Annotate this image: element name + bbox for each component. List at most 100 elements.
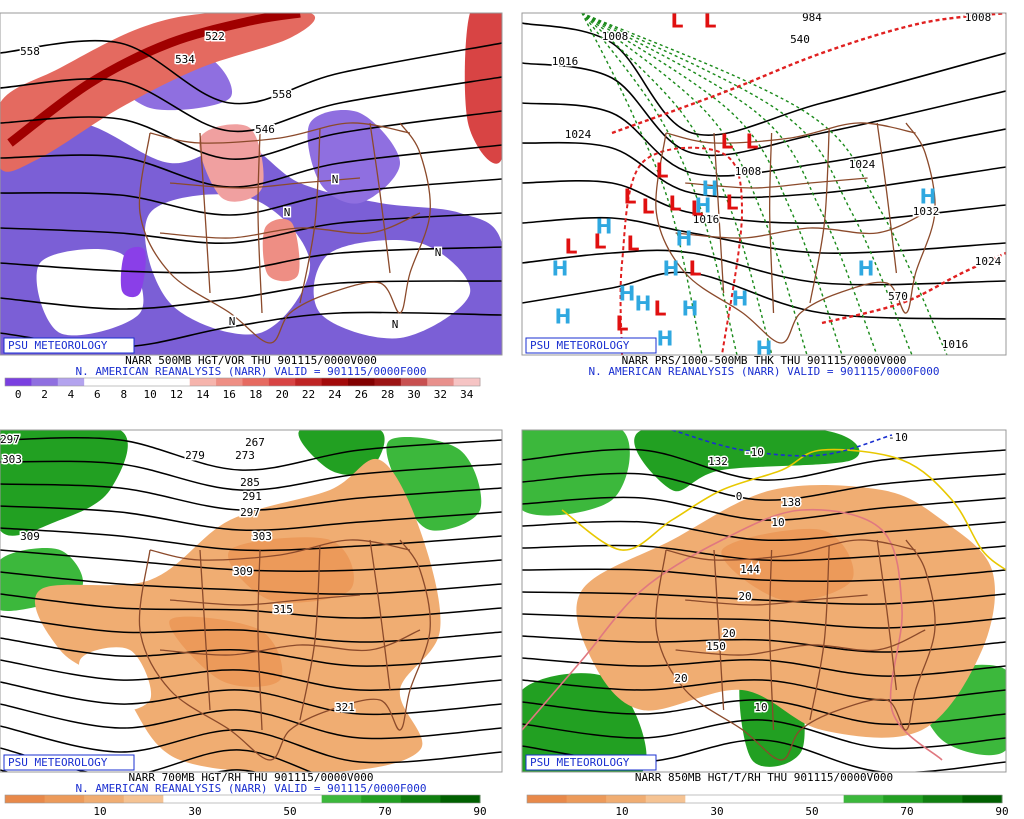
thickness-line xyxy=(619,146,744,355)
contour-line xyxy=(0,280,502,310)
contour-line xyxy=(581,13,913,355)
colorbar-swatch xyxy=(527,795,568,803)
contour-label: 1008 xyxy=(735,165,762,178)
pressure-center: H xyxy=(596,215,613,239)
state-border xyxy=(169,594,361,606)
state-border xyxy=(876,539,898,691)
rh-area xyxy=(576,484,996,738)
contour-label: 1032 xyxy=(913,205,940,218)
colorbar-swatch xyxy=(453,378,481,386)
colorbar-swatch xyxy=(922,795,963,803)
contour-line xyxy=(522,613,1006,629)
contour-label: 0 xyxy=(736,490,743,503)
contour-line xyxy=(0,769,258,772)
contour-label: 570 xyxy=(888,290,908,303)
contour-label: 20 xyxy=(722,627,735,640)
panel-frame xyxy=(0,12,503,356)
contour-line xyxy=(0,460,502,491)
vorticity-area xyxy=(262,218,300,282)
pressure-center: L xyxy=(616,312,629,336)
state-border xyxy=(299,127,321,304)
state-border xyxy=(149,539,411,561)
pressure-center: L xyxy=(642,195,655,219)
contour-label: 309 xyxy=(20,530,40,543)
isotherm xyxy=(561,448,1006,571)
badge-box xyxy=(525,337,657,354)
colorbar-swatch xyxy=(110,378,138,386)
rh-area xyxy=(634,430,860,492)
colorbar-frame xyxy=(526,794,1003,804)
pressure-center: L xyxy=(594,230,607,254)
contour-label: 20 xyxy=(738,590,751,603)
contour-label: 138 xyxy=(781,496,801,509)
pressure-center: H xyxy=(732,287,749,311)
colorbar-swatch xyxy=(216,378,243,386)
contour-label: 1016 xyxy=(552,55,579,68)
map-panel: 558 558 522 534 546 N N N N N PSU METEOROLOGY NARR … xyxy=(0,12,503,401)
badge: PSU METEOROLOGY xyxy=(530,339,630,352)
colorbar-label: 2 xyxy=(41,388,48,401)
contour-line xyxy=(581,13,738,355)
caption: NARR 700MB HGT/RH THU 901115/0000V000 xyxy=(128,771,373,784)
contour-label: 285 xyxy=(240,476,260,489)
contour-line xyxy=(522,544,1006,562)
contour-label: 144 xyxy=(740,563,760,576)
badge-box xyxy=(3,754,135,771)
contour-label: 309 xyxy=(233,565,253,578)
colorbar-swatch xyxy=(163,795,204,803)
colorbar-label: 34 xyxy=(460,388,474,401)
contour-label: 10 xyxy=(754,701,767,714)
colorbar-label: 0 xyxy=(15,388,22,401)
colorbar-label: 32 xyxy=(434,388,447,401)
contour-label: 303 xyxy=(2,453,22,466)
caption: NARR PRS/1000-500MB THK THU 901115/0000V… xyxy=(622,354,907,367)
vorticity-area xyxy=(0,13,316,172)
colorbar-label: 20 xyxy=(275,388,288,401)
colorbar-swatch xyxy=(724,795,765,803)
map-panel: 132 138 144 150 -10 -10 10 20 20 20 10 0 PSU METEORO… xyxy=(521,429,1009,818)
contour-line xyxy=(522,179,1006,225)
contour-label: 1008 xyxy=(965,11,992,24)
isotherm xyxy=(671,430,893,457)
pressure-center: H xyxy=(920,185,937,209)
state-border xyxy=(665,122,916,144)
colorbar-swatch xyxy=(202,795,243,803)
colorbar-swatch xyxy=(962,795,1003,803)
contour-line xyxy=(0,437,502,471)
colorbar-label: 22 xyxy=(302,388,315,401)
contour-line xyxy=(522,271,1006,320)
pressure-center: L xyxy=(624,185,637,209)
colorbar-label: 12 xyxy=(170,388,183,401)
contour-line xyxy=(0,178,502,216)
colorbar-label: 28 xyxy=(381,388,394,401)
contour-label: 534 xyxy=(175,53,195,66)
colorbar-swatch xyxy=(400,378,428,386)
panel-frame xyxy=(521,429,1007,773)
contour-label: N xyxy=(229,315,236,328)
colorbar-swatch xyxy=(764,795,805,803)
state-border xyxy=(159,212,421,239)
colorbar-swatch xyxy=(282,795,323,803)
vorticity-max xyxy=(7,13,301,147)
pressure-center: H xyxy=(756,337,773,361)
contour-line xyxy=(581,13,843,355)
colorbar-label: 50 xyxy=(805,805,818,818)
colorbar-swatch xyxy=(374,378,402,386)
subcaption: N. AMERICAN REANALYSIS (NARR) VALID = 90… xyxy=(589,365,940,378)
colorbar-label: 24 xyxy=(328,388,342,401)
contour-label: -10 xyxy=(888,431,908,444)
colorbar-swatch xyxy=(84,795,125,803)
pressure-center: H xyxy=(858,257,875,281)
colorbar-label: 18 xyxy=(249,388,262,401)
colorbar-label: 6 xyxy=(94,388,101,401)
contour-line xyxy=(0,144,502,188)
state-border xyxy=(685,594,868,606)
state-border xyxy=(713,549,725,711)
contour-line xyxy=(522,568,1006,583)
caption: NARR 850MB HGT/T/RH THU 901115/0000V000 xyxy=(635,771,893,784)
contour-label: 150 xyxy=(706,640,726,653)
colorbar-swatch xyxy=(685,795,726,803)
contour-line xyxy=(522,472,1006,501)
pressure-center: H xyxy=(552,257,569,281)
colorbar-swatch xyxy=(123,795,164,803)
